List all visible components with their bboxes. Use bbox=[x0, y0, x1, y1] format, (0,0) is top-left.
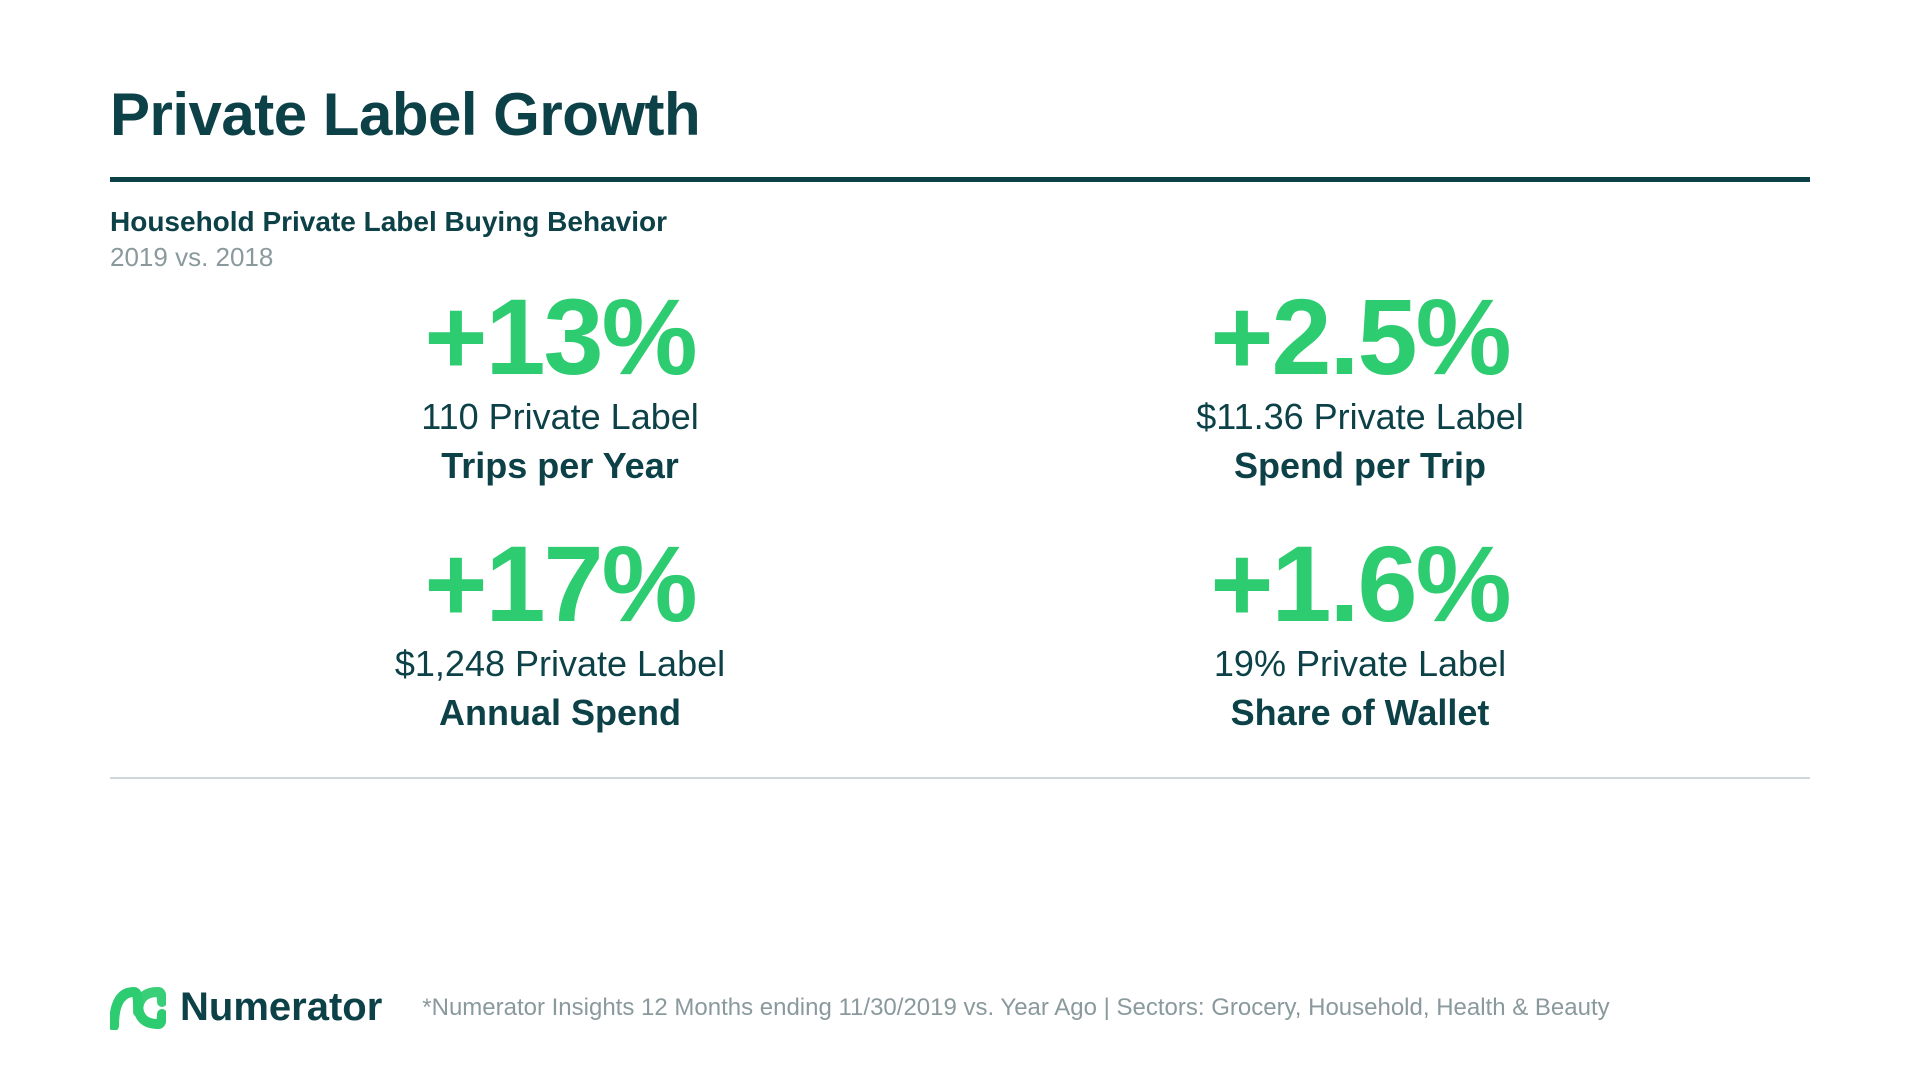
metrics-grid: +13% 110 Private Label Trips per Year +2… bbox=[110, 283, 1810, 777]
title-divider bbox=[110, 177, 1810, 182]
footer: Numerator *Numerator Insights 12 Months … bbox=[110, 985, 1810, 1030]
footnote: *Numerator Insights 12 Months ending 11/… bbox=[422, 994, 1810, 1022]
metric-label-line: Trips per Year bbox=[441, 445, 678, 486]
logo-text: Numerator bbox=[180, 985, 382, 1030]
metric-details: 110 Private Label Trips per Year bbox=[190, 393, 930, 490]
metric-label-line: Share of Wallet bbox=[1231, 692, 1490, 733]
metric-details: 19% Private Label Share of Wallet bbox=[990, 640, 1730, 737]
metric-trips-per-year: +13% 110 Private Label Trips per Year bbox=[190, 283, 930, 490]
metric-details: $11.36 Private Label Spend per Trip bbox=[990, 393, 1730, 490]
numerator-logo-icon bbox=[110, 986, 166, 1030]
metric-value-line: $11.36 Private Label bbox=[1196, 396, 1524, 437]
metric-annual-spend: +17% $1,248 Private Label Annual Spend bbox=[190, 530, 930, 737]
metric-details: $1,248 Private Label Annual Spend bbox=[190, 640, 930, 737]
metric-value-line: 19% Private Label bbox=[1214, 643, 1506, 684]
subtitle-compare: 2019 vs. 2018 bbox=[110, 242, 1810, 273]
metric-value-line: 110 Private Label bbox=[421, 396, 699, 437]
metric-pct: +1.6% bbox=[990, 530, 1730, 638]
page-title: Private Label Growth bbox=[110, 80, 1810, 149]
metric-spend-per-trip: +2.5% $11.36 Private Label Spend per Tri… bbox=[990, 283, 1730, 490]
logo: Numerator bbox=[110, 985, 382, 1030]
subtitle: Household Private Label Buying Behavior bbox=[110, 206, 1810, 238]
metric-label-line: Annual Spend bbox=[439, 692, 681, 733]
bottom-divider bbox=[110, 777, 1810, 779]
metric-pct: +17% bbox=[190, 530, 930, 638]
metric-value-line: $1,248 Private Label bbox=[395, 643, 725, 684]
metric-pct: +2.5% bbox=[990, 283, 1730, 391]
metric-share-of-wallet: +1.6% 19% Private Label Share of Wallet bbox=[990, 530, 1730, 737]
metric-label-line: Spend per Trip bbox=[1234, 445, 1486, 486]
metric-pct: +13% bbox=[190, 283, 930, 391]
